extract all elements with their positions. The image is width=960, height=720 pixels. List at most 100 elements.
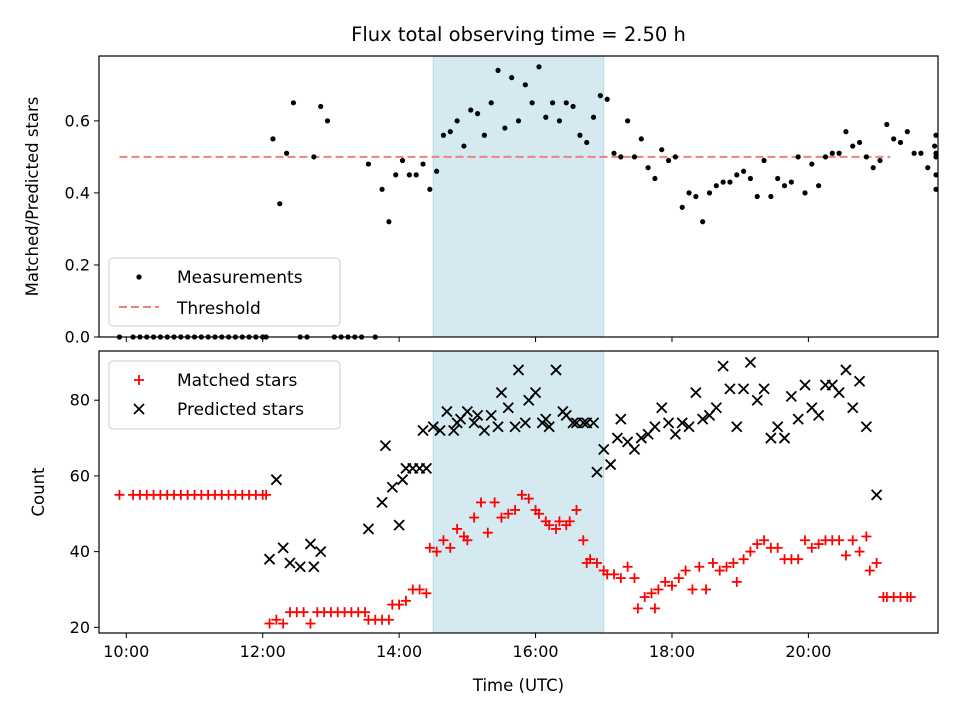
predicted-star-point [717,360,729,372]
predicted-star-point [577,417,589,429]
matched-star-point [840,550,851,561]
matched-star-point [383,614,394,625]
y-tick-label: 60 [70,466,90,485]
predicted-star-point [284,557,296,569]
x-b [434,424,446,437]
matched-star-point [578,535,589,546]
predicted-star-point [396,474,409,486]
x-b [772,421,784,433]
measurement-point [570,103,576,110]
predicted-star-point [669,428,682,440]
matched-star-point [847,535,858,546]
x-b [376,496,388,509]
predicted-star-point [683,421,695,433]
matched-star-point [360,607,371,618]
matched-star-point [799,535,810,546]
y-tick-label: 80 [70,391,90,410]
x-b [427,421,439,433]
predicted-star-point [315,545,327,558]
measurement-point [897,139,904,146]
matched-star-point [738,554,749,565]
measurement-point [324,118,331,124]
predicted-star-point [485,409,497,421]
x-b [737,383,750,395]
matched-star-point [680,565,691,576]
x-b [785,390,797,403]
matched-star-point [261,489,272,500]
x-b [441,405,453,418]
x-b [386,481,398,493]
counts-x-ticks: 10:00 12:00 14:00 16:00 18:00 20:00 [103,633,831,661]
x-axis-label: Time (UTC) [472,676,564,695]
x-b [758,383,770,395]
measurement-point [918,150,924,156]
x-b [676,417,688,429]
counts-legend: Matched stars Predicted stars [108,360,341,430]
matched-star-point [482,527,493,538]
measurement-point [461,143,467,149]
predicted-star-point [649,421,661,433]
x-b [509,421,521,433]
x-b [847,402,859,414]
x-b [485,409,497,421]
x-b [683,421,695,433]
measurement-point [290,100,297,106]
predicted-star-point [758,383,770,395]
x-b [543,421,555,433]
predicted-star-point [376,496,388,509]
x-b [478,424,491,437]
top-highlight-span [432,55,605,338]
matched-star-point [271,614,282,625]
matched-star-point [305,618,316,629]
predicted-star-point [550,364,562,376]
measurement-point [611,150,617,156]
x-tick-label: 18:00 [649,642,695,661]
predicted-star-point [697,413,709,425]
x-b [362,523,375,535]
matched-star-point [400,595,411,606]
ratio-panel: 0.0 0.2 0.4 0.6 Matched/Predicted stars Mea… [23,55,939,347]
predicted-star-point [393,519,405,531]
x-b [598,443,610,456]
predicted-star-point [676,417,688,429]
matched-star-point [622,561,633,572]
measurement-point [550,100,556,106]
predicted-star-point [628,443,641,456]
measurement-point [843,129,849,135]
measurement-point [311,154,317,160]
predicted-star-point [737,383,750,395]
measurement-point [877,157,883,164]
measurement-point [413,172,419,178]
y-tick-label: 0.0 [65,328,90,347]
chart-title: Flux total observing time = 2.50 h [351,23,686,46]
predicted-star-point [840,364,852,376]
measurement-point [754,193,760,200]
x-b [792,413,804,425]
measurement-point [829,150,835,156]
predicted-star-point [362,523,375,535]
predicted-star-point [792,413,804,425]
x-b [471,409,484,421]
counts-y-ticks: 20 40 60 80 [70,391,99,637]
predicted-star-point [417,424,429,437]
predicted-star-point [870,489,883,501]
measurement-point [863,154,869,160]
predicted-star-point [772,421,784,433]
matched-star-point [533,508,544,519]
matched-star-point [469,512,480,523]
measurement-point [933,154,939,160]
legend-label-threshold: Threshold [176,299,261,319]
predicted-star-point [847,402,859,414]
predicted-star-point [853,375,866,387]
matched-star-point [905,592,916,603]
x-b [448,424,460,437]
matched-star-point [752,539,763,550]
measurement-point [720,179,726,185]
measurement-point [625,118,631,124]
measurement-point [891,136,897,142]
x-b [744,356,757,368]
measurement-point [788,179,794,185]
predicted-star-point [519,417,531,429]
x-b [133,403,145,415]
